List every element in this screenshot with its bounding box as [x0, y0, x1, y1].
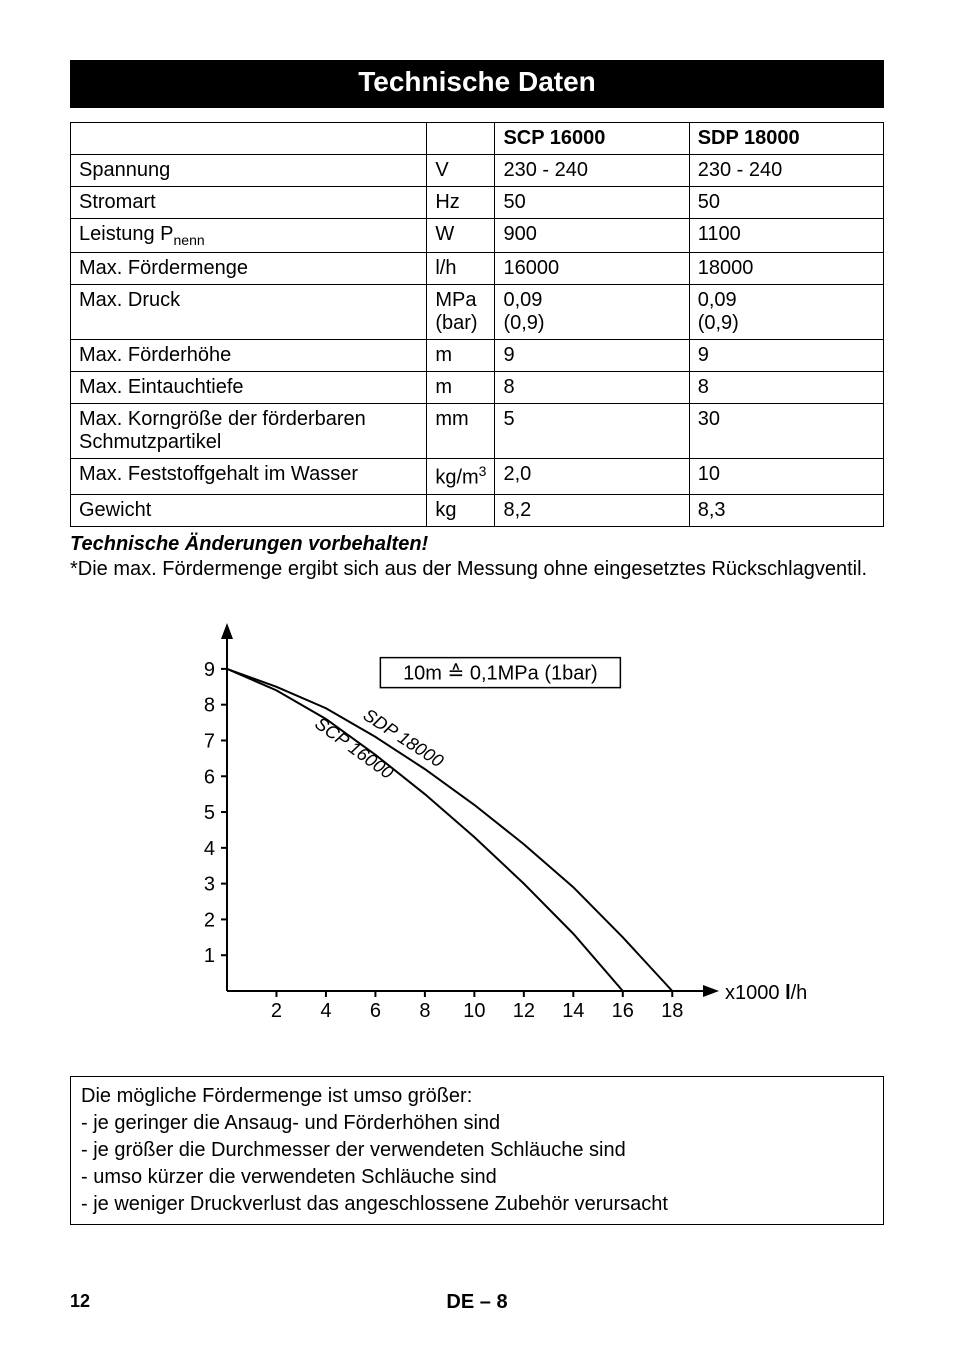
table-cell: Spannung [71, 155, 427, 187]
note-star: *Die max. Fördermenge ergibt sich aus de… [70, 558, 884, 581]
info-line: - je weniger Druckverlust das angeschlos… [81, 1191, 873, 1218]
table-cell: 9 [495, 340, 689, 372]
table-row: SpannungV230 - 240230 - 240 [71, 155, 884, 187]
table-row: Max. DruckMPa(bar)0,09(0,9)0,09(0,9) [71, 285, 884, 340]
info-line: Die mögliche Fördermenge ist umso größer… [81, 1083, 873, 1110]
table-cell: 30 [689, 404, 883, 459]
svg-text:9: 9 [204, 659, 215, 681]
table-cell: 10 [689, 459, 883, 495]
info-line: - je geringer die Ansaug- und Förderhöhe… [81, 1110, 873, 1137]
table-row: Max. Fördermengel/h1600018000 [71, 253, 884, 285]
svg-text:18: 18 [661, 1000, 683, 1022]
table-cell: 8 [689, 372, 883, 404]
head-model-1: SCP 16000 [495, 123, 689, 155]
note-bold: Technische Änderungen vorbehalten! [70, 533, 884, 556]
svg-text:2: 2 [204, 909, 215, 931]
table-cell: 1100 [689, 219, 883, 253]
table-cell: Gewicht [71, 494, 427, 526]
table-row: Max. Feststoffgehalt im Wasserkg/m32,010 [71, 459, 884, 495]
info-box: Die mögliche Fördermenge ist umso größer… [70, 1076, 884, 1225]
table-cell: 50 [495, 187, 689, 219]
table-cell: V [427, 155, 495, 187]
svg-text:14: 14 [562, 1000, 584, 1022]
svg-text:1: 1 [204, 945, 215, 967]
table-cell: 2,0 [495, 459, 689, 495]
info-line: - umso kürzer die verwendeten Schläuche … [81, 1164, 873, 1191]
table-cell: 5 [495, 404, 689, 459]
svg-text:16: 16 [612, 1000, 634, 1022]
section-title: Technische Daten [70, 60, 884, 108]
table-cell: mm [427, 404, 495, 459]
svg-text:6: 6 [370, 1000, 381, 1022]
svg-text:6: 6 [204, 766, 215, 788]
spec-table: SCP 16000 SDP 18000 SpannungV230 - 24023… [70, 122, 884, 527]
svg-text:8: 8 [204, 694, 215, 716]
table-row: StromartHz5050 [71, 187, 884, 219]
table-cell: kg/m3 [427, 459, 495, 495]
table-row: Leistung PnennW9001100 [71, 219, 884, 253]
footer-dash: – [480, 1291, 491, 1313]
table-cell: kg [427, 494, 495, 526]
table-cell: MPa(bar) [427, 285, 495, 340]
footer-lang: DE [446, 1291, 474, 1313]
table-cell: 230 - 240 [495, 155, 689, 187]
info-line: - je größer die Durchmesser der verwende… [81, 1137, 873, 1164]
svg-text:4: 4 [320, 1000, 331, 1022]
table-row: Max. Korngröße der förderbaren Schmutzpa… [71, 404, 884, 459]
table-cell: m [427, 372, 495, 404]
svg-text:10m ≙ 0,1MPa (1bar): 10m ≙ 0,1MPa (1bar) [403, 662, 598, 684]
table-row: Gewichtkg8,28,3 [71, 494, 884, 526]
page-footer: 12 DE – 8 [0, 1291, 954, 1314]
table-cell: 50 [689, 187, 883, 219]
svg-text:7: 7 [204, 730, 215, 752]
pump-curve-chart: 12345678924681012141618mx1000 l/hSCP 160… [70, 621, 884, 1046]
table-cell: 230 - 240 [689, 155, 883, 187]
table-cell: Max. Druck [71, 285, 427, 340]
head-model-2: SDP 18000 [689, 123, 883, 155]
svg-text:5: 5 [204, 802, 215, 824]
table-row: Max. Eintauchtiefem88 [71, 372, 884, 404]
page-number-center: DE – 8 [0, 1291, 954, 1314]
table-head-row: SCP 16000 SDP 18000 [71, 123, 884, 155]
svg-text:x1000 l/h: x1000 l/h [725, 982, 807, 1004]
table-cell: 8,3 [689, 494, 883, 526]
svg-text:8: 8 [419, 1000, 430, 1022]
table-cell: Max. Fördermenge [71, 253, 427, 285]
svg-text:4: 4 [204, 837, 215, 859]
table-cell: 0,09(0,9) [495, 285, 689, 340]
table-cell: 18000 [689, 253, 883, 285]
svg-text:m: m [211, 621, 228, 624]
table-cell: 8 [495, 372, 689, 404]
page-number-left: 12 [70, 1291, 90, 1312]
table-cell: m [427, 340, 495, 372]
table-cell: 8,2 [495, 494, 689, 526]
table-cell: Max. Eintauchtiefe [71, 372, 427, 404]
head-empty-2 [427, 123, 495, 155]
table-cell: l/h [427, 253, 495, 285]
table-cell: Max. Feststoffgehalt im Wasser [71, 459, 427, 495]
table-row: Max. Förderhöhem99 [71, 340, 884, 372]
svg-text:12: 12 [513, 1000, 535, 1022]
svg-text:3: 3 [204, 873, 215, 895]
svg-text:2: 2 [271, 1000, 282, 1022]
table-cell: Stromart [71, 187, 427, 219]
table-cell: Leistung Pnenn [71, 219, 427, 253]
footer-secnum: 8 [496, 1291, 507, 1313]
table-cell: W [427, 219, 495, 253]
table-cell: Hz [427, 187, 495, 219]
table-cell: 0,09(0,9) [689, 285, 883, 340]
table-cell: 16000 [495, 253, 689, 285]
table-cell: Max. Förderhöhe [71, 340, 427, 372]
table-cell: Max. Korngröße der förderbaren Schmutzpa… [71, 404, 427, 459]
table-cell: 900 [495, 219, 689, 253]
table-cell: 9 [689, 340, 883, 372]
head-empty-1 [71, 123, 427, 155]
svg-text:10: 10 [463, 1000, 485, 1022]
